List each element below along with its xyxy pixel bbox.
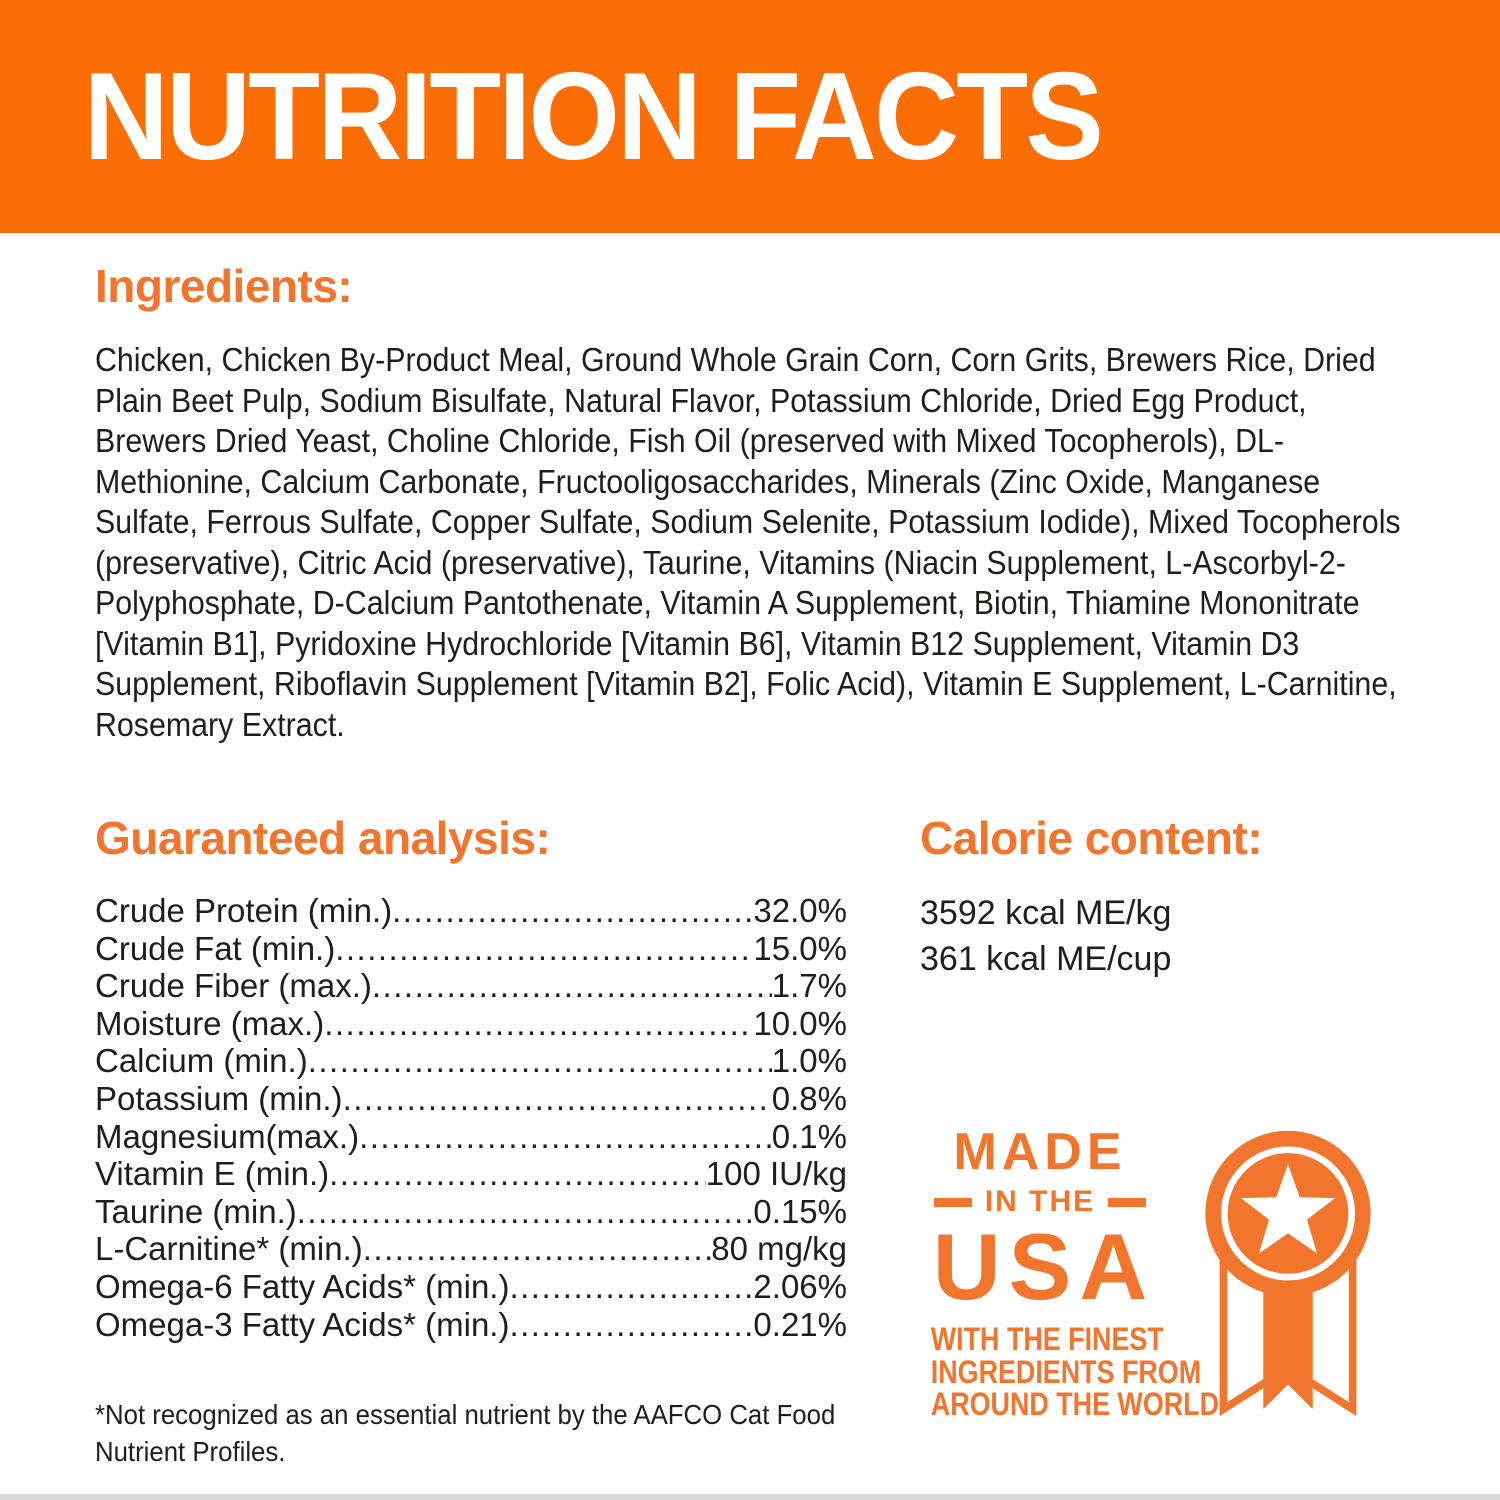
analysis-row: Magnesium(max.) 0.1% [95,1118,847,1156]
dot-leader [329,1155,706,1193]
analysis-row-value: 2.06% [753,1267,847,1305]
dot-leader [308,1042,772,1080]
analysis-row-value: 0.8% [771,1079,847,1117]
analysis-row-value: 15.0% [753,929,847,967]
analysis-row-label: L-Carnitine* (min.) [95,1230,363,1268]
analysis-row-value: 32.0% [753,892,847,929]
usa-tagline-line: AROUND THE WORLD [930,1386,1219,1423]
usa-tagline-line: WITH THE FINEST [930,1321,1164,1358]
analysis-row-value: 1.7% [771,967,847,1005]
analysis-row-label: Omega-6 Fatty Acids* (min.) [95,1267,510,1305]
dot-leader [372,967,772,1005]
analysis-row-value: 10.0% [753,1004,847,1042]
analysis-row-label: Calcium (min.) [95,1042,308,1080]
analysis-row: Calcium (min.) 1.0% [95,1042,847,1080]
dot-leader [509,1268,753,1306]
analysis-row-label: Magnesium(max.) [95,1117,360,1155]
dot-leader [335,930,753,968]
analysis-row-value: 100 IU/kg [705,1155,847,1193]
analysis-row-value: 0.15% [753,1192,847,1230]
analysis-row-value: 0.1% [771,1117,847,1155]
calorie-line: 3592 kcal ME/kg [920,894,1172,932]
analysis-row: Crude Protein (min.) 32.0% [95,892,847,930]
dot-leader [509,1306,753,1344]
page-title: NUTRITION FACTS [83,47,1104,186]
footnote: *Not recognized as an essential nutrient… [95,1399,836,1467]
analysis-row-label: Crude Fiber (max.) [95,967,372,1005]
nutrition-facts-banner: NUTRITION FACTS [0,0,1500,233]
usa-label: USA [932,1214,1156,1319]
analysis-row: Vitamin E (min.) 100 IU/kg [95,1155,847,1193]
ingredients-heading: Ingredients: [95,260,353,312]
analysis-row: Moisture (max.) 10.0% [95,1005,847,1043]
dash-icon [933,1197,972,1207]
analysis-table: Crude Protein (min.)32.0%Crude Fat (min.… [95,892,847,1343]
analysis-row: Omega-6 Fatty Acids* (min.) 2.06% [95,1268,847,1306]
dot-leader [392,892,753,930]
analysis-row: Taurine (min.) 0.15% [95,1193,847,1231]
analysis-row: Crude Fiber (max.) 1.7% [95,967,847,1005]
analysis-row: Potassium (min.) 0.8% [95,1080,847,1118]
award-ribbon-star-icon [1205,1130,1371,1417]
made-in-usa-block: MADE IN THE USA WITH THE FINEST INGREDIEN… [910,1123,1219,1423]
analysis-row-label: Crude Fat (min.) [95,929,336,967]
usa-tagline: WITH THE FINEST INGREDIENTS FROM AROUND TH… [930,1321,1219,1423]
in-the-row: IN THE [910,1187,1170,1217]
analysis-row-label: Potassium (min.) [95,1079,343,1117]
in-the-label: IN THE [984,1185,1096,1218]
analysis-row: L-Carnitine* (min.) 80 mg/kg [95,1230,847,1268]
dot-leader [363,1230,712,1268]
dot-leader [343,1080,772,1118]
analysis-row-value: 80 mg/kg [711,1230,847,1268]
analysis-row-label: Moisture (max.) [95,1004,325,1042]
analysis-row-label: Taurine (min.) [95,1192,297,1230]
ingredients-paragraph: Chicken, Chicken By-Product Meal, Ground… [95,341,1401,743]
dot-leader [359,1118,772,1156]
analysis-row-value: 1.0% [771,1042,847,1080]
analysis-row-label: Vitamin E (min.) [95,1155,330,1193]
bottom-edge-strip [0,1494,1500,1500]
analysis-row-label: Crude Protein (min.) [95,892,393,929]
made-label: MADE [953,1123,1127,1181]
analysis-row: Omega-3 Fatty Acids* (min.) 0.21% [95,1306,847,1344]
usa-tagline-line: INGREDIENTS FROM [930,1353,1202,1390]
calorie-line: 361 kcal ME/cup [920,940,1172,978]
dash-icon [1108,1197,1147,1207]
calorie-content-lines: 3592 kcal ME/kg 361 kcal ME/cup [920,890,1171,982]
analysis-row-label: Omega-3 Fatty Acids* (min.) [95,1305,510,1343]
calorie-content-heading: Calorie content: [920,812,1263,864]
guaranteed-analysis-heading: Guaranteed analysis: [95,812,551,864]
dot-leader [297,1193,754,1231]
analysis-row-value: 0.21% [753,1305,847,1343]
analysis-row: Crude Fat (min.) 15.0% [95,930,847,968]
dot-leader [324,1005,753,1043]
